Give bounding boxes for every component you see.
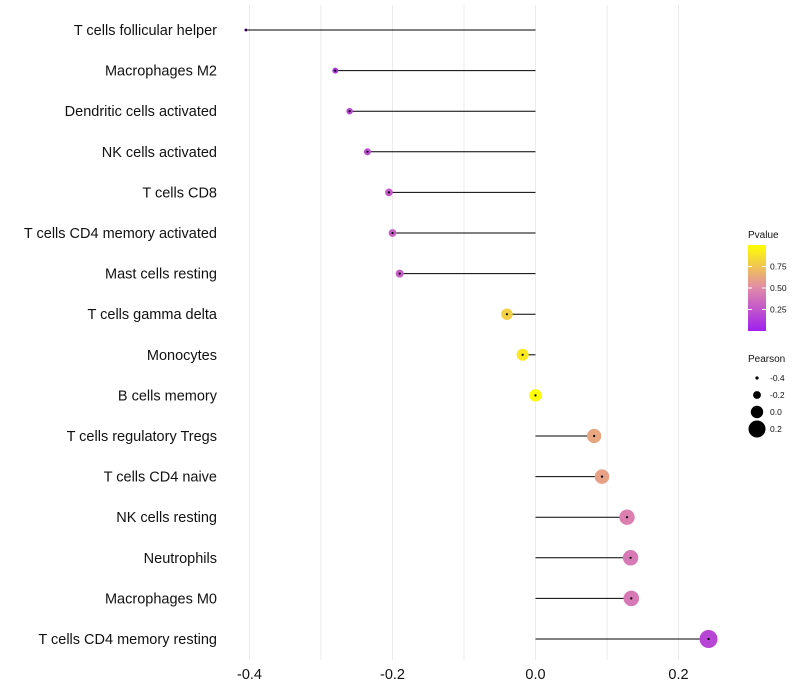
- category-label: NK cells resting: [116, 510, 217, 526]
- lollipop-point-center: [600, 475, 604, 478]
- category-label: NK cells activated: [102, 145, 217, 161]
- category-label: Monocytes: [147, 348, 217, 364]
- lollipop-point-center: [593, 434, 596, 438]
- grid-layer: [249, 5, 679, 660]
- lollipop-point-center: [387, 191, 391, 194]
- size-legend-label: -0.4: [770, 373, 785, 383]
- colorbar-tick-label: 0.75: [770, 262, 787, 272]
- stem-layer: [245, 29, 709, 640]
- point-layer: [244, 28, 718, 648]
- colorbar-tick-label: 0.50: [770, 283, 787, 293]
- colorbar-tick-label: 0.25: [770, 305, 787, 315]
- category-label: T cells gamma delta: [88, 307, 218, 323]
- x-tick-label: -0.4: [237, 667, 262, 683]
- category-label: Neutrophils: [144, 551, 217, 567]
- category-label: T cells CD8: [142, 185, 217, 201]
- pvalue-legend-title: Pvalue: [748, 230, 779, 241]
- lollipop-point-center: [244, 28, 248, 32]
- size-legend-label: 0.0: [770, 407, 782, 417]
- lollipop-point-center: [630, 597, 633, 600]
- category-label: T cells CD4 naive: [104, 470, 217, 486]
- x-tick-label: -0.2: [380, 667, 405, 683]
- lollipop-point-center: [334, 69, 337, 72]
- lollipop-point-center: [707, 637, 710, 641]
- lollipop-point-center: [521, 353, 524, 356]
- x-tick-label: 0.0: [525, 667, 545, 683]
- pvalue-legend-ticks: 0.75 0.50 0.25: [748, 262, 787, 315]
- pvalue-legend: Pvalue 0.75 0.50 0.25: [748, 230, 787, 331]
- size-legend-label: -0.2: [770, 390, 785, 400]
- category-label: T cells CD4 memory resting: [38, 632, 217, 648]
- lollipop-point-center: [366, 150, 369, 153]
- category-label: Dendritic cells activated: [65, 104, 217, 120]
- lollipop-point-center: [625, 516, 629, 519]
- x-tick-label: 0.2: [668, 667, 688, 683]
- category-label: T cells follicular helper: [74, 23, 217, 39]
- lollipop-point-center: [505, 313, 508, 316]
- category-labels: T cells follicular helper Macrophages M2 D…: [24, 23, 218, 648]
- category-label: Macrophages M2: [105, 64, 217, 80]
- lollipop-point-center: [398, 272, 401, 275]
- pearson-legend-entries: -0.4 -0.2 0.0 0.2: [748, 373, 785, 438]
- category-label: T cells regulatory Tregs: [67, 429, 217, 445]
- size-legend-dot: [750, 405, 764, 419]
- x-axis-ticks: -0.4 -0.2 0.0 0.2: [237, 667, 689, 683]
- size-legend-label: 0.2: [770, 424, 782, 434]
- pvalue-colorbar: [748, 245, 766, 331]
- pearson-legend: Pearson -0.4 -0.2 0.0 0.2: [748, 354, 785, 438]
- size-legend-dot: [748, 420, 766, 438]
- category-label: Macrophages M0: [105, 591, 217, 607]
- size-legend-dot: [753, 391, 761, 399]
- size-legend-dot: [755, 376, 759, 380]
- category-label: B cells memory: [118, 388, 218, 404]
- lollipop-point-center: [391, 231, 394, 235]
- lollipop-point-center: [629, 556, 632, 559]
- lollipop-point-center: [534, 394, 537, 397]
- lollipop-point-center: [348, 110, 351, 113]
- category-label: Mast cells resting: [105, 267, 217, 283]
- category-label: T cells CD4 memory activated: [24, 226, 217, 242]
- pearson-legend-title: Pearson: [748, 354, 785, 365]
